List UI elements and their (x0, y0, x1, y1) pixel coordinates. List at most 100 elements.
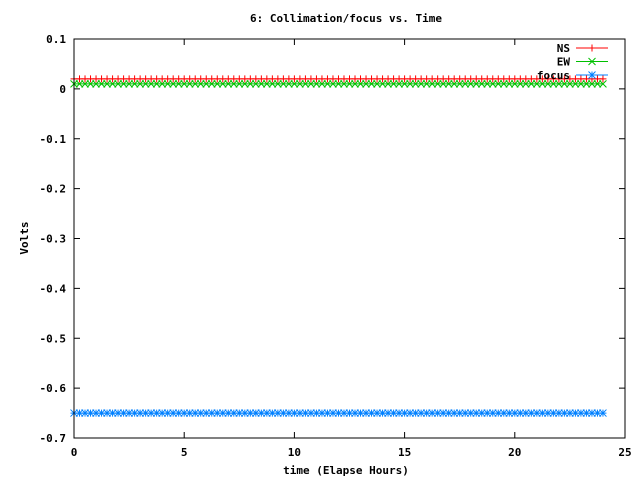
data-point (196, 409, 205, 417)
data-point (251, 409, 260, 417)
data-point (296, 80, 304, 88)
y-tick-label: -0.2 (40, 183, 67, 196)
data-point (147, 80, 155, 88)
x-tick-label: 15 (398, 446, 411, 459)
data-point (477, 80, 486, 88)
data-point (488, 80, 497, 88)
series-ew (70, 80, 607, 88)
data-point (466, 80, 475, 88)
data-point (461, 409, 470, 417)
data-point (235, 409, 244, 417)
data-point (428, 80, 437, 88)
x-tick-label: 25 (618, 446, 631, 459)
data-point (196, 80, 205, 88)
data-point (251, 80, 260, 88)
data-point (207, 80, 216, 88)
data-point (136, 80, 144, 88)
data-point (174, 409, 183, 417)
data-point (538, 80, 547, 88)
series-focus (70, 409, 607, 417)
data-point (345, 409, 354, 417)
data-point (301, 409, 310, 417)
data-point (389, 80, 398, 88)
data-point (345, 80, 354, 88)
data-point (97, 80, 106, 88)
data-point (510, 409, 519, 417)
data-point (202, 409, 211, 417)
data-point (191, 409, 200, 417)
data-point (318, 80, 326, 88)
data-point (224, 409, 233, 417)
data-point (560, 80, 569, 88)
data-point (367, 80, 376, 88)
data-point (555, 80, 563, 88)
data-point (180, 409, 189, 417)
y-tick-label: -0.4 (40, 282, 67, 295)
data-point (527, 409, 536, 417)
data-point (406, 409, 414, 417)
data-point (86, 80, 95, 88)
data-point (329, 80, 337, 88)
data-point (97, 409, 106, 417)
data-point (450, 80, 459, 88)
data-point (422, 409, 431, 417)
y-tick-label: -0.1 (40, 133, 67, 146)
data-point (411, 409, 420, 417)
data-point (483, 409, 492, 417)
data-point (599, 75, 607, 83)
data-point (571, 409, 580, 417)
data-point (268, 80, 277, 88)
data-point (516, 409, 525, 417)
data-point (532, 80, 541, 88)
data-point (246, 80, 255, 88)
data-point (169, 409, 178, 417)
data-point (544, 80, 552, 88)
data-point (92, 409, 100, 417)
data-point (268, 409, 277, 417)
data-point (147, 409, 155, 417)
data-point (224, 80, 233, 88)
data-point (395, 409, 403, 417)
data-point (351, 80, 359, 88)
legend-label: NS (557, 42, 570, 55)
data-point (362, 80, 370, 88)
data-point (290, 80, 299, 88)
data-point (472, 80, 481, 88)
data-point (505, 409, 514, 417)
data-point (75, 409, 84, 417)
data-point (312, 80, 321, 88)
data-point (318, 409, 326, 417)
legend-marker (588, 57, 596, 66)
data-point (81, 80, 89, 88)
legend-label: focus (537, 69, 570, 82)
data-point (262, 80, 271, 88)
data-point (340, 80, 348, 88)
data-point (240, 409, 249, 417)
data-point (549, 80, 558, 88)
data-point (119, 409, 128, 417)
data-point (571, 80, 580, 88)
data-point (158, 80, 167, 88)
y-tick-label: -0.3 (40, 233, 67, 246)
x-tick-label: 5 (181, 446, 188, 459)
data-point (86, 409, 95, 417)
data-point (384, 409, 392, 417)
data-point (378, 409, 387, 417)
data-point (240, 80, 249, 88)
data-point (130, 80, 139, 88)
data-point (125, 409, 133, 417)
plot-frame (73, 38, 626, 439)
data-point (81, 409, 89, 417)
data-point (262, 409, 271, 417)
data-point (274, 409, 282, 417)
data-point (218, 409, 227, 417)
y-axis-label: Volts (18, 221, 31, 254)
data-point (235, 80, 244, 88)
data-point (455, 80, 464, 88)
data-point (560, 409, 569, 417)
legend-label: EW (557, 56, 571, 69)
data-point (323, 409, 332, 417)
data-point (279, 80, 288, 88)
data-point (296, 409, 304, 417)
legend-marker (588, 44, 596, 52)
